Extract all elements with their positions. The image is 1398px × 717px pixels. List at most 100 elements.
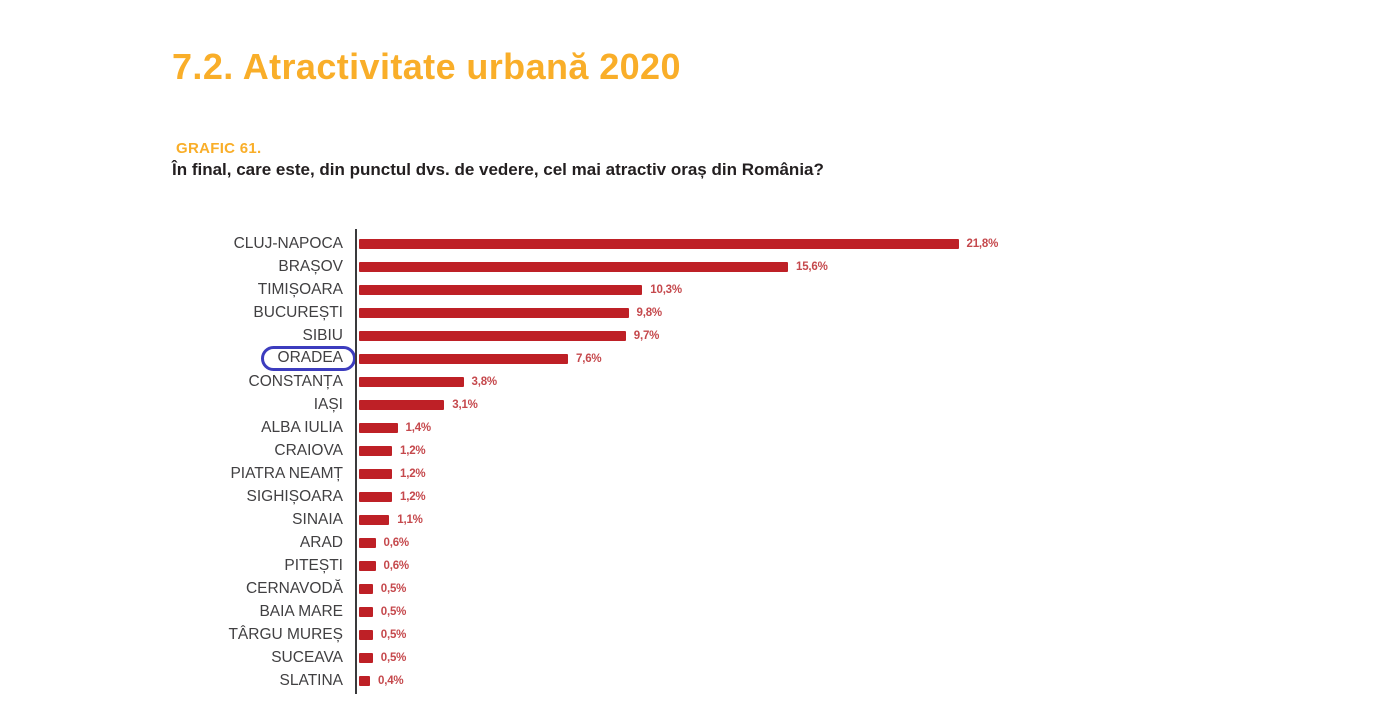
value-bar	[359, 583, 373, 594]
bar-area: 0,5%	[359, 583, 406, 595]
category-label: BAIA MARE	[0, 603, 343, 621]
value-bar	[359, 307, 629, 318]
value-label: 9,7%	[633, 329, 660, 342]
chart-rows: CLUJ-NAPOCA 21,8% BRAȘOV 15,6% TIMIȘOARA 10,3…	[0, 232, 1398, 692]
category-label: BUCUREȘTI	[0, 304, 343, 322]
chart-number-label: GRAFIC 61.	[176, 140, 262, 157]
category-label-text: BUCUREȘTI	[253, 303, 343, 321]
bar-area: 1,2%	[359, 490, 426, 503]
value-bar	[359, 468, 392, 479]
bar-area: 0,4%	[359, 675, 404, 687]
chart-row: TIMIȘOARA 10,3%	[0, 278, 1398, 301]
category-label: SINAIA	[0, 511, 343, 529]
bar-area: 7,6%	[359, 352, 602, 365]
category-label: ORADEA	[0, 346, 356, 371]
value-bar	[359, 629, 373, 640]
category-label-text: SLATINA	[279, 671, 343, 689]
category-label-text: TÂRGU MUREȘ	[228, 625, 343, 643]
chart-row: PITEȘTI 0,6%	[0, 554, 1398, 577]
chart-row: SUCEAVA 0,5%	[0, 646, 1398, 669]
chart-row: CERNAVODĂ 0,5%	[0, 577, 1398, 600]
category-label-text: ARAD	[299, 533, 343, 551]
bar-area: 3,1%	[359, 399, 478, 411]
bar-area: 21,8%	[359, 238, 998, 250]
category-label: SIBIU	[0, 327, 343, 345]
category-label-text: SIBIU	[302, 326, 343, 344]
value-bar	[359, 353, 568, 364]
value-bar	[359, 238, 959, 249]
value-label: 1,4%	[405, 421, 432, 434]
value-label: 3,8%	[471, 375, 498, 388]
value-bar	[359, 537, 376, 548]
value-label: 1,2%	[400, 444, 426, 457]
bar-area: 15,6%	[359, 261, 828, 273]
value-label: 1,2%	[400, 490, 426, 503]
chart-row: ARAD 0,6%	[0, 531, 1398, 554]
category-label: IAȘI	[0, 396, 343, 414]
value-bar	[359, 675, 370, 686]
chart-row: CLUJ-NAPOCA 21,8%	[0, 232, 1398, 255]
category-label-text: BRAȘOV	[278, 257, 343, 275]
category-label-text: SUCEAVA	[271, 648, 343, 666]
bar-area: 0,5%	[359, 606, 406, 618]
bar-area: 9,8%	[359, 307, 662, 319]
category-label-text: PIATRA NEAMȚ	[230, 464, 343, 482]
value-bar	[359, 422, 398, 433]
value-label: 10,3%	[650, 283, 682, 296]
chart-row: SLATINA 0,4%	[0, 669, 1398, 692]
category-label-text: BAIA MARE	[259, 602, 343, 620]
section-title: 7.2. Atractivitate urbană 2020	[172, 46, 681, 87]
value-bar	[359, 652, 373, 663]
category-label: SLATINA	[0, 672, 343, 690]
bar-chart: CLUJ-NAPOCA 21,8% BRAȘOV 15,6% TIMIȘOARA 10,3…	[0, 229, 1398, 694]
value-bar	[359, 261, 788, 272]
category-label: TÂRGU MUREȘ	[0, 626, 343, 644]
category-label-text: CONSTANȚA	[248, 372, 343, 390]
bar-area: 1,2%	[359, 467, 426, 480]
category-label-text: SIGHIȘOARA	[246, 487, 343, 505]
value-bar	[359, 330, 626, 341]
chart-row: SIGHIȘOARA 1,2%	[0, 485, 1398, 508]
bar-area: 0,6%	[359, 537, 409, 549]
value-bar	[359, 376, 464, 387]
chart-row: CRAIOVA 1,2%	[0, 439, 1398, 462]
value-label: 0,5%	[380, 651, 407, 664]
value-bar	[359, 606, 373, 617]
category-label: SUCEAVA	[0, 649, 343, 667]
bar-area: 1,1%	[359, 514, 423, 526]
bar-area: 0,6%	[359, 560, 409, 572]
value-bar	[359, 514, 390, 525]
category-label-text: CERNAVODĂ	[245, 579, 343, 597]
category-label: CRAIOVA	[0, 442, 343, 460]
oradea-highlight-ellipse: ORADEA	[260, 346, 356, 371]
value-bar	[359, 560, 376, 571]
value-label: 0,6%	[383, 536, 410, 549]
category-label-text: PITEȘTI	[284, 556, 343, 574]
chart-row: TÂRGU MUREȘ 0,5%	[0, 623, 1398, 646]
value-label: 1,2%	[400, 467, 426, 480]
value-label: 0,5%	[380, 582, 407, 595]
value-label: 15,6%	[796, 260, 828, 273]
bar-area: 10,3%	[359, 284, 682, 296]
category-label: CONSTANȚA	[0, 373, 343, 391]
bar-area: 3,8%	[359, 376, 497, 388]
chart-row: SIBIU 9,7%	[0, 324, 1398, 347]
chart-row: ALBA IULIA 1,4%	[0, 416, 1398, 439]
bar-area: 9,7%	[359, 330, 659, 342]
chart-row: CONSTANȚA 3,8%	[0, 370, 1398, 393]
category-label: ARAD	[0, 534, 343, 552]
bar-area: 0,5%	[359, 652, 406, 664]
chart-question: În final, care este, din punctul dvs. de…	[172, 160, 824, 179]
category-label-text: ALBA IULIA	[261, 418, 343, 436]
chart-row: PIATRA NEAMȚ 1,2%	[0, 462, 1398, 485]
chart-row: BAIA MARE 0,5%	[0, 600, 1398, 623]
chart-row: IAȘI 3,1%	[0, 393, 1398, 416]
category-label: CERNAVODĂ	[0, 580, 343, 598]
value-bar	[359, 491, 392, 502]
chart-row: BRAȘOV 15,6%	[0, 255, 1398, 278]
value-bar	[359, 284, 643, 295]
value-label: 7,6%	[576, 352, 602, 365]
value-label: 0,6%	[383, 559, 410, 572]
category-label-text: CRAIOVA	[274, 441, 343, 459]
value-label: 3,1%	[452, 398, 478, 411]
